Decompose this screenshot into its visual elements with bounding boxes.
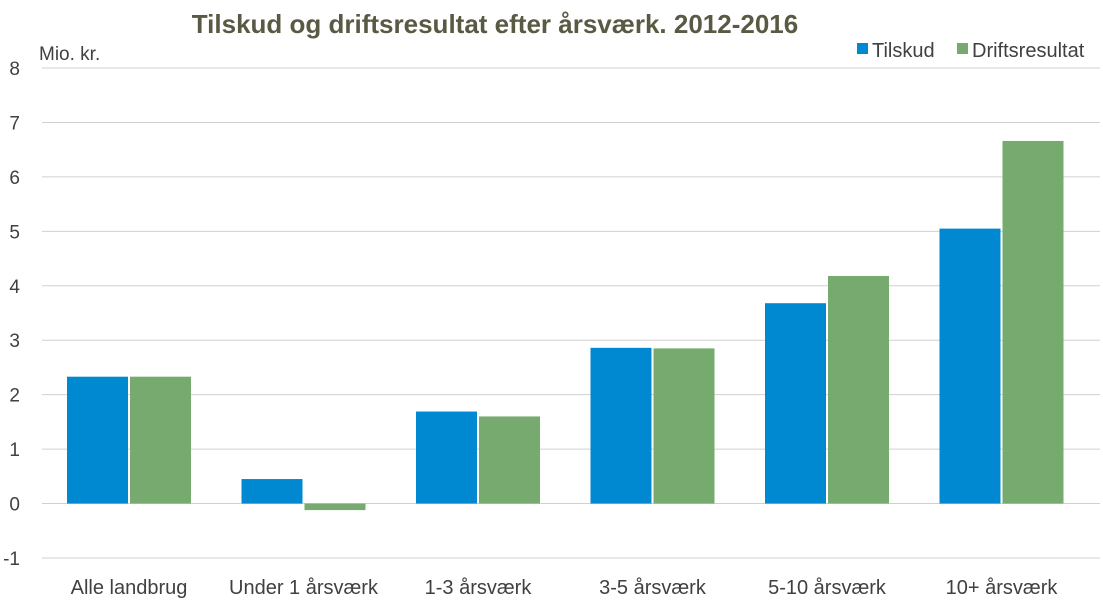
y-tick-label: 7 — [9, 113, 20, 134]
bar-driftsresultat-4 — [828, 275, 889, 504]
x-category-label: 3-5 årsværk — [599, 577, 707, 599]
x-category-label: Under 1 årsværk — [229, 577, 379, 599]
y-tick-label: 6 — [9, 168, 20, 189]
y-tick-label: 3 — [9, 331, 20, 352]
y-tick-label: 8 — [9, 59, 20, 80]
legend-swatch-tilskud — [857, 43, 868, 54]
x-category-label: 5-10 årsværk — [768, 577, 887, 599]
y-tick-label: 4 — [9, 277, 20, 298]
bar-tilskud-2 — [416, 411, 477, 504]
bar-driftsresultat-5 — [1002, 140, 1064, 504]
bars — [67, 140, 1064, 511]
bar-driftsresultat-0 — [130, 376, 191, 504]
x-category-label: 10+ årsværk — [946, 577, 1059, 599]
bar-driftsresultat-1 — [304, 503, 366, 511]
x-axis-categories: Alle landbrug Under 1 årsværk 1-3 årsværk 3… — [71, 577, 1059, 599]
bar-tilskud-3 — [590, 347, 652, 504]
bar-driftsresultat-2 — [479, 416, 540, 504]
bar-tilskud-4 — [765, 303, 826, 504]
y-tick-label: 1 — [9, 440, 20, 461]
legend-label-driftsresultat: Driftsresultat — [972, 40, 1085, 62]
y-axis-unit-label: Mio. kr. — [39, 44, 100, 65]
y-tick-label: -1 — [3, 549, 20, 570]
legend-label-tilskud: Tilskud — [872, 40, 935, 62]
bar-tilskud-1 — [241, 479, 303, 504]
legend: Tilskud Driftsresultat — [857, 40, 1085, 62]
y-tick-label: 5 — [9, 222, 20, 243]
x-category-label: 1-3 årsværk — [425, 577, 533, 599]
bar-tilskud-0 — [67, 376, 128, 504]
y-tick-label: 2 — [9, 386, 20, 407]
y-tick-label: 0 — [9, 495, 20, 516]
y-axis-ticks: -1 0 1 2 3 4 5 6 7 8 — [3, 59, 20, 570]
legend-swatch-driftsresultat — [957, 43, 968, 54]
x-category-label: Alle landbrug — [71, 577, 188, 599]
gridlines — [42, 67, 1100, 559]
chart-title: Tilskud og driftsresultat efter årsværk.… — [192, 9, 798, 39]
bar-driftsresultat-3 — [653, 348, 715, 504]
bar-tilskud-5 — [939, 228, 1001, 504]
